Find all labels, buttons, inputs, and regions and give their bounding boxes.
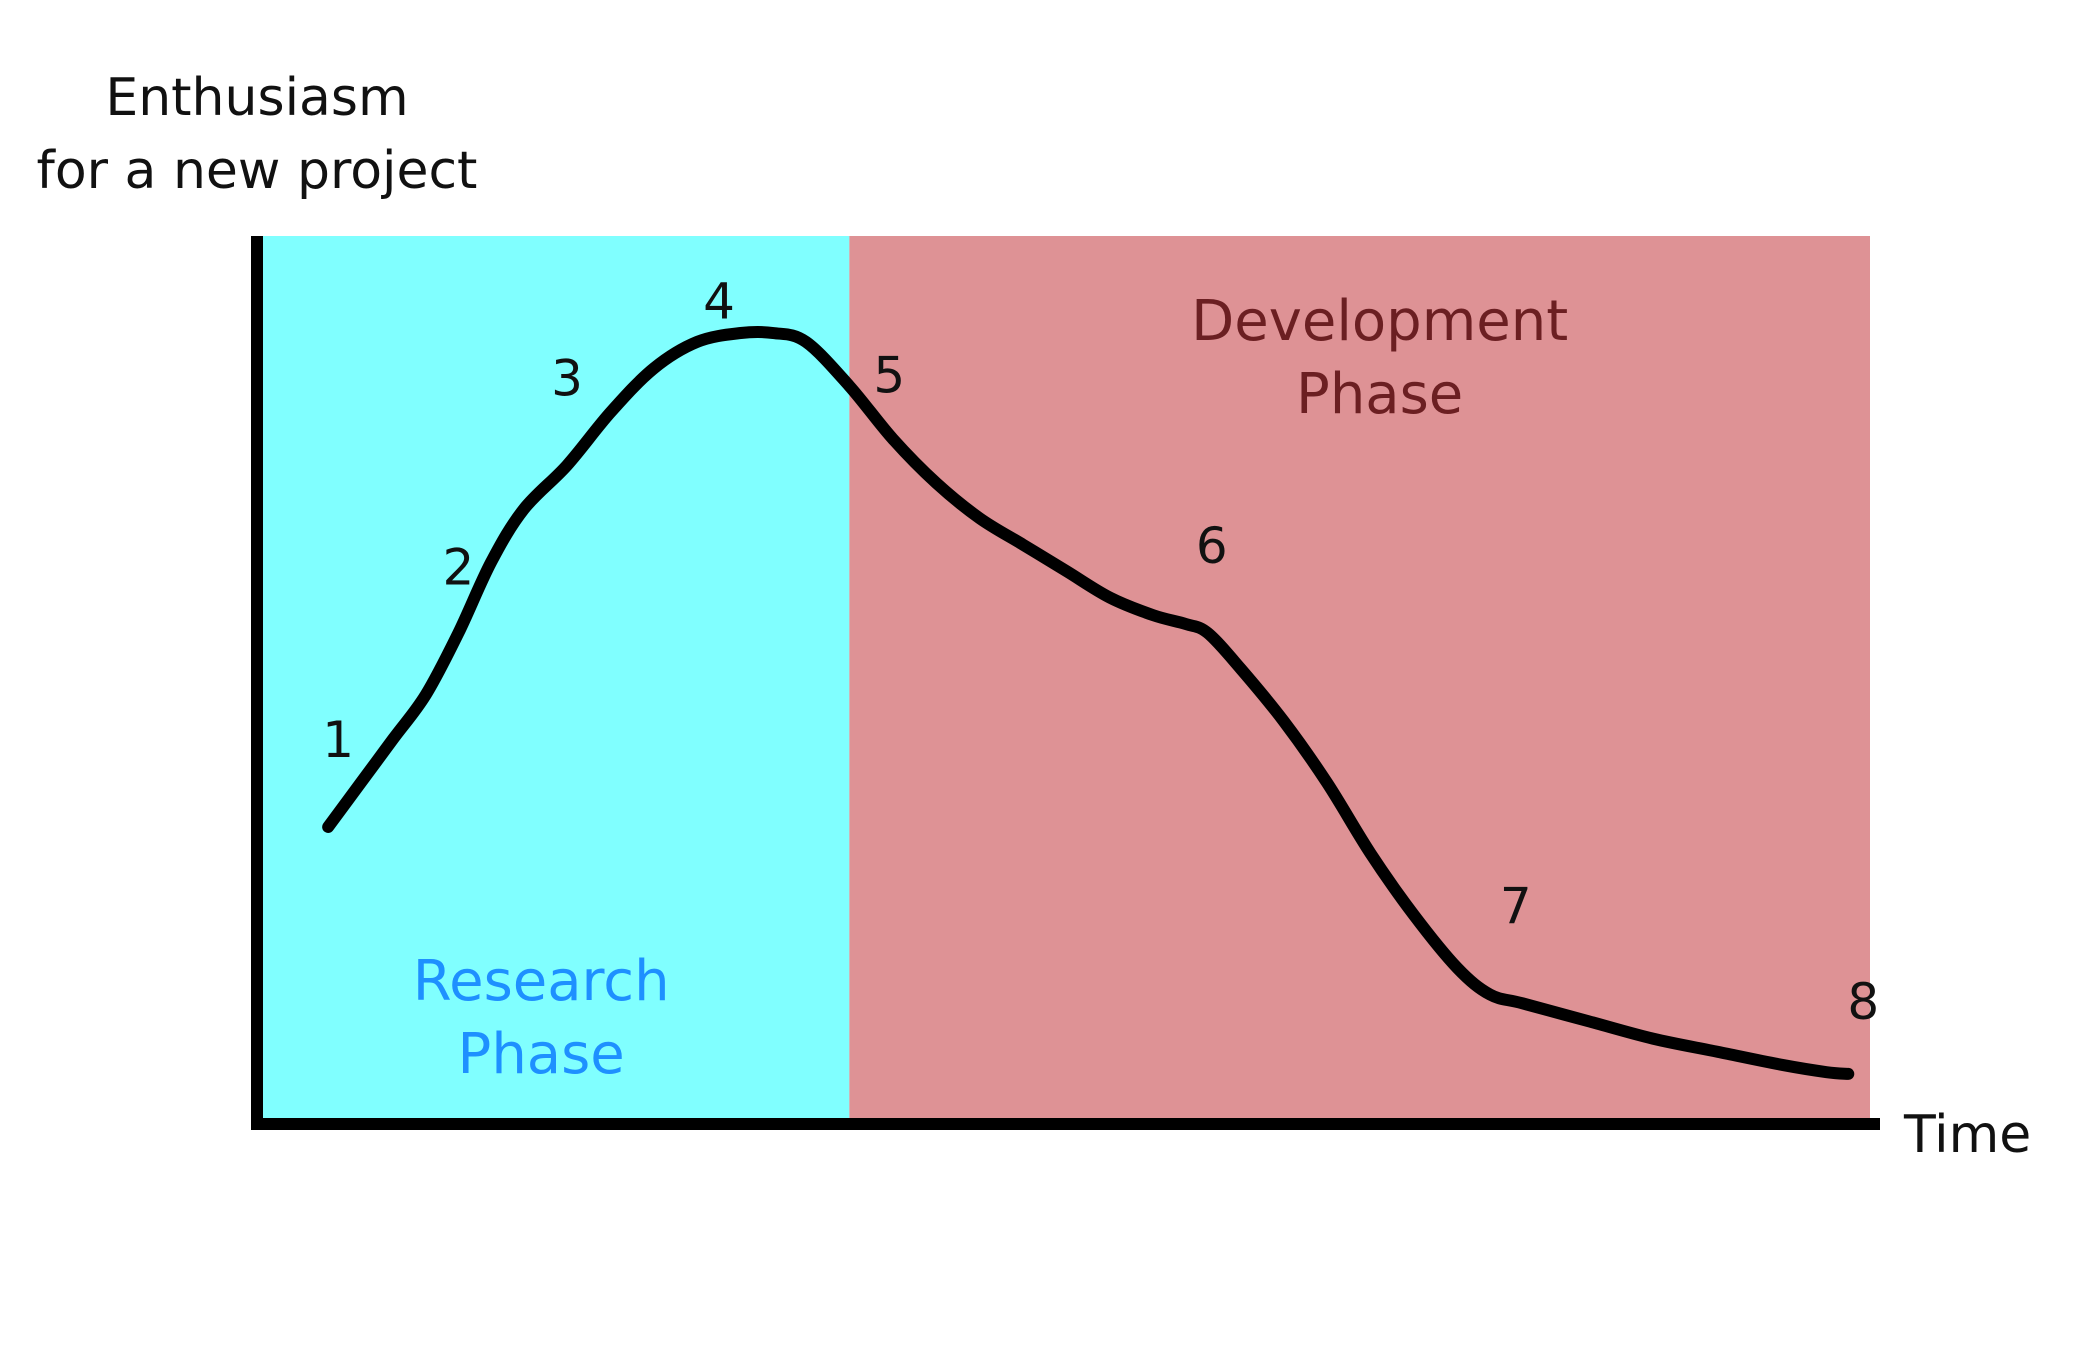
phase-labels: Research Phase Development Phase bbox=[413, 289, 1568, 1087]
phase-label-1-line-1: Research bbox=[413, 949, 670, 1014]
phase-label-2-line-1: Development bbox=[1191, 289, 1568, 354]
phase-regions bbox=[263, 236, 1870, 1118]
phase-label-2-line-2: Phase bbox=[1296, 362, 1463, 427]
axes bbox=[251, 236, 1880, 1130]
point-label-2: 2 bbox=[443, 539, 475, 597]
x-axis-label: Time bbox=[1903, 1105, 2031, 1165]
point-label-3: 3 bbox=[551, 350, 583, 408]
point-label-5: 5 bbox=[873, 346, 905, 404]
phase-region-2 bbox=[849, 236, 1870, 1118]
y-axis-label-line-1: Enthusiasm bbox=[105, 68, 408, 128]
point-label-7: 7 bbox=[1500, 877, 1532, 935]
point-label-1: 1 bbox=[322, 711, 354, 769]
enthusiasm-curve bbox=[322, 325, 1855, 1080]
enthusiasm-line bbox=[322, 325, 1855, 1080]
y-axis-label-line-2: for a new project bbox=[37, 141, 478, 201]
point-labels: 1 2 3 4 5 6 7 8 bbox=[322, 272, 1879, 1031]
phase-label-1-line-2: Phase bbox=[458, 1022, 625, 1087]
point-label-6: 6 bbox=[1196, 517, 1228, 575]
point-label-4: 4 bbox=[703, 272, 735, 330]
point-label-8: 8 bbox=[1847, 973, 1879, 1031]
phase-region-1 bbox=[263, 236, 850, 1118]
